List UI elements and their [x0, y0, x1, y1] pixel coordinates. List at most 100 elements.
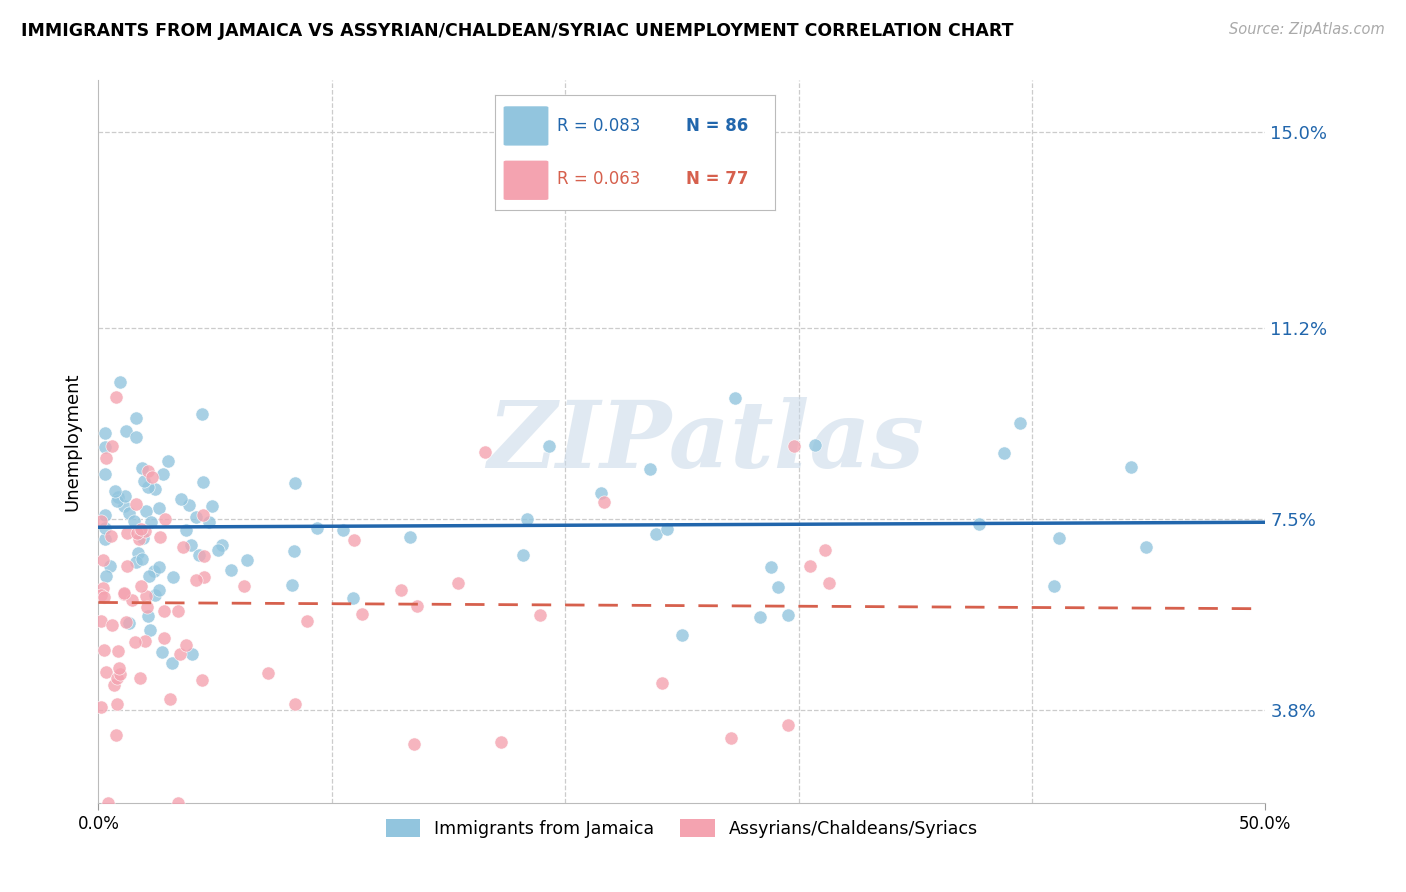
- Point: [104, 728, 127, 742]
- Y-axis label: Unemployment: Unemployment: [63, 372, 82, 511]
- Point: [766, 580, 789, 594]
- Point: [112, 499, 135, 513]
- Point: [143, 482, 166, 496]
- Point: [257, 666, 280, 681]
- Point: [193, 549, 215, 563]
- Point: [405, 599, 427, 613]
- Point: [117, 526, 139, 541]
- Point: [129, 523, 152, 537]
- Point: [159, 692, 181, 706]
- Point: [94, 508, 117, 523]
- Point: [115, 559, 138, 574]
- Point: [402, 737, 425, 751]
- Text: ZIPatlas: ZIPatlas: [486, 397, 924, 486]
- Point: [94, 521, 117, 535]
- Point: [121, 593, 143, 607]
- Point: [191, 673, 214, 687]
- Point: [153, 604, 176, 618]
- Point: [125, 525, 148, 540]
- Point: [799, 559, 821, 574]
- Point: [131, 461, 153, 475]
- Point: [138, 569, 160, 583]
- Point: [221, 563, 243, 577]
- Point: [389, 582, 412, 597]
- Point: [100, 439, 122, 453]
- Point: [131, 552, 153, 566]
- Point: [776, 607, 799, 622]
- Point: [162, 570, 184, 584]
- Point: [93, 590, 115, 604]
- Point: [180, 537, 202, 551]
- Point: [148, 583, 170, 598]
- Point: [671, 628, 693, 642]
- Legend: Immigrants from Jamaica, Assyrians/Chaldeans/Syriacs: Immigrants from Jamaica, Assyrians/Chald…: [378, 812, 986, 845]
- Point: [748, 610, 770, 624]
- Point: [1042, 579, 1064, 593]
- Point: [399, 530, 422, 544]
- Point: [155, 512, 177, 526]
- Point: [114, 489, 136, 503]
- Point: [108, 661, 131, 675]
- Point: [132, 531, 155, 545]
- Point: [1119, 459, 1142, 474]
- Point: [281, 578, 304, 592]
- Point: [232, 579, 254, 593]
- Point: [103, 678, 125, 692]
- Point: [94, 533, 117, 547]
- Point: [167, 604, 190, 618]
- Point: [101, 618, 124, 632]
- Point: [201, 499, 224, 513]
- Point: [94, 426, 117, 441]
- Point: [94, 450, 117, 465]
- Point: [105, 671, 128, 685]
- Point: [783, 439, 806, 453]
- Point: [778, 717, 800, 731]
- Point: [172, 541, 194, 555]
- Point: [94, 467, 117, 482]
- Point: [136, 480, 159, 494]
- Point: [139, 623, 162, 637]
- Point: [193, 475, 215, 489]
- Point: [141, 469, 163, 483]
- Point: [128, 533, 150, 547]
- Point: [967, 517, 990, 532]
- Point: [118, 506, 141, 520]
- Point: [804, 438, 827, 452]
- Point: [593, 495, 616, 509]
- Text: Source: ZipAtlas.com: Source: ZipAtlas.com: [1229, 22, 1385, 37]
- Point: [193, 570, 215, 584]
- Point: [1135, 541, 1157, 555]
- Point: [759, 560, 782, 574]
- Point: [537, 439, 560, 453]
- Point: [125, 497, 148, 511]
- Point: [474, 445, 496, 459]
- Point: [104, 484, 127, 499]
- Point: [104, 390, 127, 404]
- Point: [284, 475, 307, 490]
- Point: [124, 634, 146, 648]
- Point: [149, 530, 172, 544]
- Point: [105, 494, 128, 508]
- Point: [90, 700, 112, 714]
- Point: [332, 523, 354, 537]
- Point: [283, 544, 305, 558]
- Point: [90, 514, 112, 528]
- Point: [135, 589, 157, 603]
- Point: [100, 529, 122, 543]
- Point: [112, 585, 135, 599]
- Point: [150, 645, 173, 659]
- Point: [152, 467, 174, 481]
- Point: [284, 698, 307, 712]
- Point: [143, 588, 166, 602]
- Point: [134, 524, 156, 538]
- Point: [90, 614, 112, 628]
- Point: [107, 490, 129, 504]
- Point: [181, 647, 204, 661]
- Point: [651, 676, 673, 690]
- Point: [188, 549, 211, 563]
- Point: [91, 553, 114, 567]
- Point: [124, 411, 146, 425]
- Point: [148, 501, 170, 516]
- Point: [125, 555, 148, 569]
- Point: [1047, 531, 1070, 545]
